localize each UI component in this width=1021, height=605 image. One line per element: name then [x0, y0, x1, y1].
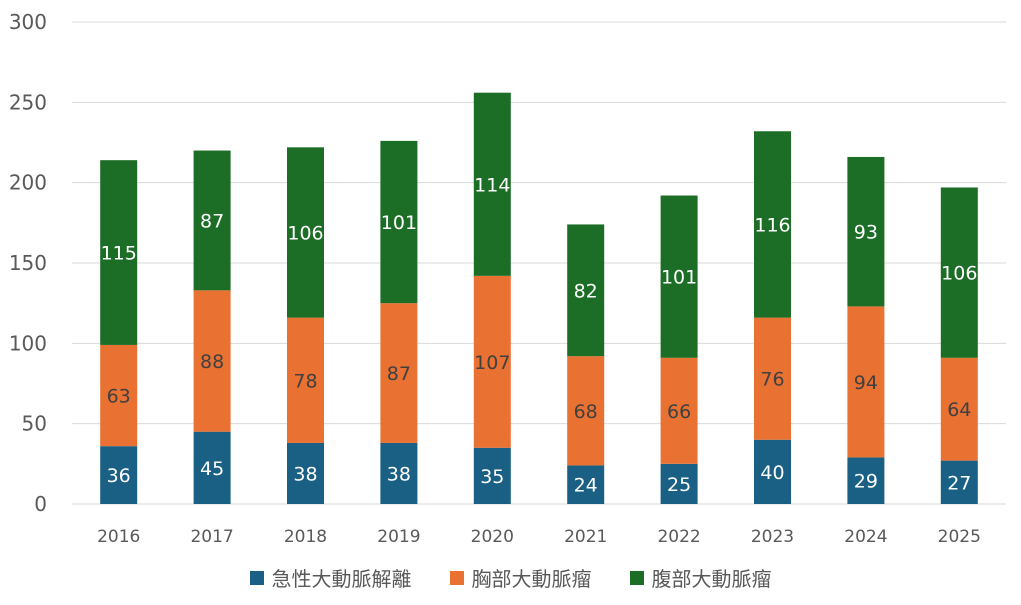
data-label: 114 [474, 174, 510, 196]
legend-item-thoracic-aortic-aneurysm[interactable]: 胸部大動脈瘤 [449, 563, 592, 592]
x-tick-label: 2020 [471, 527, 514, 547]
data-label: 38 [387, 463, 411, 485]
data-label: 107 [474, 352, 510, 374]
data-label: 76 [760, 369, 784, 391]
y-tick-label: 300 [9, 10, 47, 34]
x-tick-label: 2022 [657, 527, 700, 547]
data-label: 101 [381, 212, 417, 234]
bar-segment-2[interactable] [100, 160, 138, 345]
bar-segment-1[interactable] [567, 356, 605, 466]
bar-segment-0[interactable] [473, 447, 511, 504]
y-tick-label: 200 [9, 171, 47, 195]
bar-segment-0[interactable] [567, 465, 605, 504]
data-label: 25 [667, 474, 691, 496]
bar-segment-2[interactable] [940, 187, 978, 358]
data-label: 66 [667, 401, 691, 423]
data-label: 93 [854, 222, 878, 244]
x-tick-label: 2021 [564, 527, 607, 547]
bar-segment-0[interactable] [660, 463, 698, 504]
data-label: 35 [480, 466, 504, 488]
data-label: 36 [107, 465, 131, 487]
bar-segment-1[interactable] [473, 275, 511, 448]
bar-segment-0[interactable] [193, 431, 231, 504]
data-label: 106 [941, 263, 977, 285]
bar-segment-0[interactable] [847, 457, 885, 504]
bar-segment-2[interactable] [660, 195, 698, 358]
bar-segment-0[interactable] [940, 460, 978, 504]
bar-segment-2[interactable] [473, 92, 511, 276]
data-label: 116 [754, 214, 790, 236]
bars [100, 92, 978, 504]
legend-label-1: 胸部大動脈瘤 [471, 567, 592, 591]
bar-segment-2[interactable] [847, 156, 885, 307]
data-label: 94 [854, 372, 878, 394]
data-label: 87 [387, 363, 411, 385]
bar-segment-1[interactable] [193, 290, 231, 432]
y-tick-label: 100 [9, 331, 47, 355]
y-tick-label: 250 [9, 90, 47, 114]
data-label: 82 [574, 280, 598, 302]
data-label: 106 [287, 222, 323, 244]
y-tick-label: 150 [9, 251, 47, 275]
x-tick-label: 2019 [377, 527, 420, 547]
data-label: 101 [661, 267, 697, 289]
bar-segment-2[interactable] [380, 140, 418, 304]
x-tick-label: 2025 [938, 527, 981, 547]
bar-segment-1[interactable] [940, 357, 978, 461]
legend-label-2: 腹部大動脈瘤 [651, 567, 772, 591]
y-tick-label: 50 [22, 412, 47, 436]
bar-segment-1[interactable] [847, 306, 885, 458]
data-label: 78 [293, 370, 317, 392]
data-label: 63 [107, 386, 131, 408]
data-label: 38 [293, 463, 317, 485]
data-label: 64 [947, 399, 971, 421]
data-label: 45 [200, 458, 224, 480]
x-tick-label: 2017 [190, 527, 233, 547]
data-label: 87 [200, 210, 224, 232]
bar-segment-1[interactable] [660, 357, 698, 464]
x-tick-label: 2016 [97, 527, 140, 547]
x-tick-label: 2018 [284, 527, 327, 547]
x-tick-label: 2023 [751, 527, 794, 547]
legend-swatch-1 [449, 570, 464, 585]
data-label: 115 [101, 243, 137, 265]
y-axis-ticks: 0 50 100 150 200 250 300 [9, 10, 47, 516]
bar-segment-0[interactable] [754, 439, 791, 504]
bar-segment-1[interactable] [100, 344, 138, 447]
bar-segment-1[interactable] [754, 317, 791, 440]
legend-label-0: 急性大動脈解離 [271, 567, 412, 591]
bar-segment-2[interactable] [754, 131, 791, 318]
bar-segment-0[interactable] [100, 446, 138, 504]
bar-segment-2[interactable] [287, 147, 324, 318]
x-axis-ticks: 2016 2017 2018 2019 2020 2021 2022 2023 2024 2025 [97, 527, 981, 547]
legend-item-acute-aortic-dissection[interactable]: 急性大動脈解離 [249, 563, 412, 592]
legend: 急性大動脈解離 胸部大動脈瘤 腹部大動脈瘤 [0, 563, 1021, 592]
y-tick-label: 0 [34, 492, 47, 516]
legend-item-abdominal-aortic-aneurysm[interactable]: 腹部大動脈瘤 [629, 563, 772, 592]
data-label: 88 [200, 351, 224, 373]
data-labels: 36 63 115 45 88 87 38 78 106 38 87 101 35 107 114 24 68 8… [101, 174, 978, 496]
legend-swatch-2 [629, 570, 644, 585]
data-label: 24 [574, 475, 598, 497]
x-tick-label: 2024 [844, 527, 887, 547]
bar-segment-2[interactable] [567, 224, 605, 357]
data-label: 27 [947, 472, 971, 494]
bar-segment-0[interactable] [380, 442, 418, 504]
bar-segment-1[interactable] [287, 317, 324, 443]
bar-segment-0[interactable] [287, 442, 324, 504]
data-label: 68 [574, 401, 598, 423]
legend-swatch-0 [249, 570, 264, 585]
data-label: 40 [760, 462, 784, 484]
bar-segment-1[interactable] [380, 303, 418, 443]
data-label: 29 [854, 471, 878, 493]
bar-segment-2[interactable] [193, 150, 231, 291]
